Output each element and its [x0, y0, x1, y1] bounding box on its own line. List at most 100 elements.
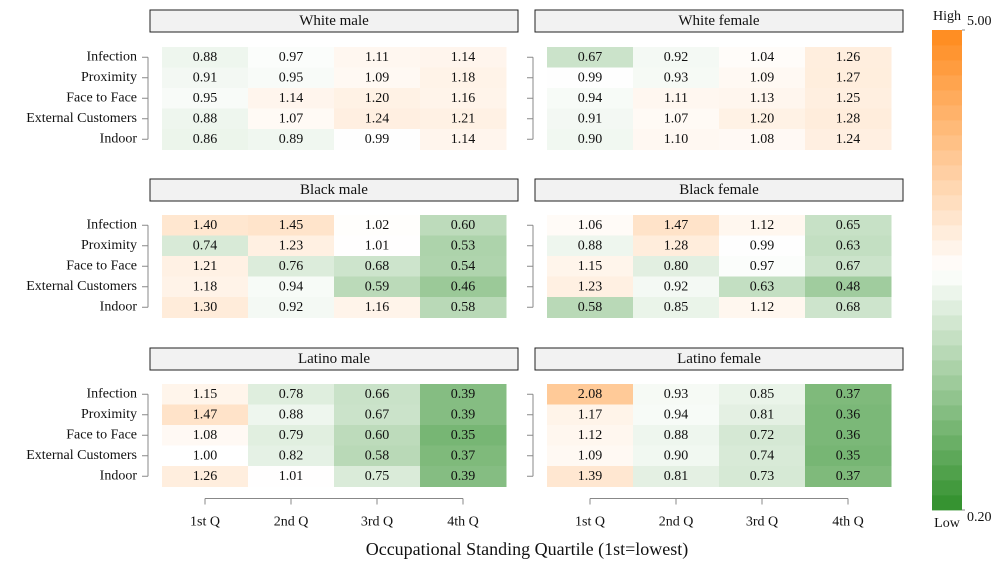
cell-label: 0.72 [750, 428, 775, 443]
heat-cell [420, 276, 507, 298]
heat-cell [633, 129, 720, 150]
heat-cell [805, 129, 892, 150]
heat-cell [547, 88, 634, 109]
cell-label: 0.60 [451, 218, 476, 233]
colorbar-step [932, 450, 962, 466]
panel-title: Black male [300, 182, 368, 198]
cell-label: 1.12 [750, 300, 775, 315]
colorbar-step [932, 120, 962, 136]
heat-cell [420, 445, 507, 467]
heat-cell [334, 384, 421, 405]
colorbar-step [932, 60, 962, 76]
heat-cell [633, 384, 720, 405]
panel-title: Latino male [298, 351, 370, 367]
cell-label: 1.18 [193, 279, 218, 294]
heat-cell [248, 384, 335, 405]
heat-cell [162, 425, 249, 446]
cell-label: 1.23 [279, 238, 304, 253]
cell-label: 0.99 [365, 132, 390, 147]
cell-label: 0.91 [193, 70, 218, 85]
cell-label: 0.95 [279, 70, 304, 85]
colorbar-low-label: Low [934, 516, 961, 531]
heat-cell [162, 215, 249, 236]
heat-cell [248, 297, 335, 318]
cell-label: 0.68 [365, 259, 390, 274]
cell-label: 0.37 [451, 448, 476, 463]
cell-label: 0.81 [750, 407, 775, 422]
colorbar-step [932, 495, 962, 511]
column-label: 2nd Q [659, 515, 694, 530]
heat-cell [805, 88, 892, 109]
cell-label: 0.59 [365, 279, 390, 294]
cell-label: 0.76 [279, 259, 304, 274]
column-label: 3rd Q [746, 515, 778, 530]
heat-cell [719, 47, 806, 68]
panel-header-box [534, 178, 904, 202]
heat-cell [248, 235, 335, 257]
heat-cell [162, 129, 249, 150]
cell-label: 1.06 [578, 218, 603, 233]
heat-cell [547, 215, 634, 236]
cell-label: 0.94 [664, 407, 689, 422]
heat-cell [420, 235, 507, 257]
cell-label: 0.39 [451, 387, 476, 402]
cell-label: 0.68 [836, 300, 861, 315]
cell-label: 1.47 [664, 218, 689, 233]
heat-cell [719, 276, 806, 298]
heat-cell [805, 235, 892, 257]
heat-cell [162, 297, 249, 318]
heat-cell [719, 404, 806, 426]
heat-cell [547, 235, 634, 257]
colorbar-tick-label: 0.20 [967, 510, 992, 525]
heat-cell [547, 129, 634, 150]
heat-cell [805, 276, 892, 298]
colorbar-step [932, 480, 962, 496]
cell-label: 1.28 [664, 238, 689, 253]
panel-header-box [534, 9, 904, 33]
heat-cell [162, 276, 249, 298]
heat-cell [805, 384, 892, 405]
panel-header-box [534, 347, 904, 371]
cell-label: 1.18 [451, 70, 476, 85]
cell-label: 0.88 [578, 238, 603, 253]
panel-header-box [149, 347, 519, 371]
colorbar-step [932, 435, 962, 451]
cell-label: 1.11 [365, 50, 389, 65]
cell-label: 0.37 [836, 387, 861, 402]
heat-cell [334, 297, 421, 318]
row-label: Face to Face [66, 427, 137, 442]
heat-cell [633, 276, 720, 298]
colorbar-step [932, 330, 962, 346]
colorbar-step [932, 465, 962, 481]
row-label: Proximity [81, 70, 137, 85]
cell-label: 0.67 [836, 259, 861, 274]
cell-label: 0.86 [193, 132, 218, 147]
row-label: Face to Face [66, 258, 137, 273]
cell-label: 0.75 [365, 469, 390, 484]
heat-cell [633, 466, 720, 487]
heat-cell [420, 384, 507, 405]
cell-label: 0.67 [365, 407, 390, 422]
heat-cell [248, 256, 335, 277]
heat-cell [547, 466, 634, 487]
heat-cell [719, 129, 806, 150]
row-label: Proximity [81, 407, 137, 422]
panel-header-box [149, 9, 519, 33]
cell-label: 0.90 [578, 132, 603, 147]
cell-label: 0.88 [664, 428, 689, 443]
row-label: Infection [86, 386, 137, 401]
cell-label: 0.67 [578, 50, 603, 65]
cell-label: 0.36 [836, 407, 861, 422]
heat-cell [248, 445, 335, 467]
cell-label: 1.26 [193, 469, 218, 484]
colorbar-tick-label: 5.00 [967, 14, 992, 29]
heat-cell [805, 256, 892, 277]
heat-cell [420, 297, 507, 318]
heat-cell [334, 108, 421, 130]
cell-label: 2.08 [578, 387, 603, 402]
row-label: Indoor [100, 468, 138, 483]
heat-cell [334, 276, 421, 298]
cell-label: 0.54 [451, 259, 476, 274]
colorbar-step [932, 150, 962, 166]
